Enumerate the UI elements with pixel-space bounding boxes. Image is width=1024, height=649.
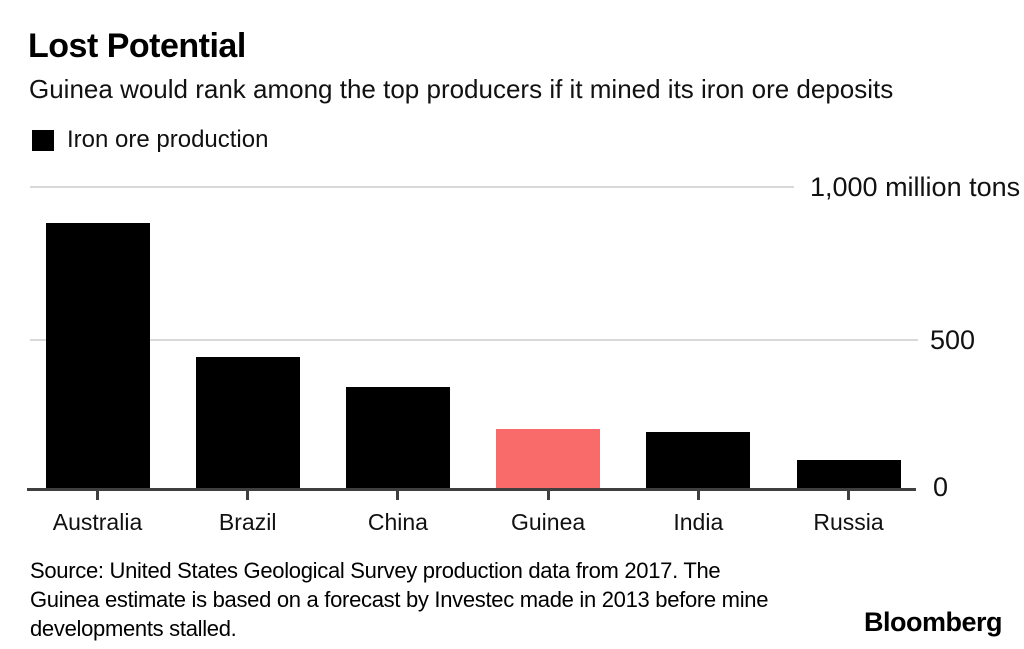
bar-guinea xyxy=(496,429,601,490)
category-label-australia: Australia xyxy=(52,509,143,535)
legend-label: Iron ore production xyxy=(67,126,269,153)
ytick-label-0: 0 xyxy=(933,472,949,502)
legend: Iron ore production xyxy=(32,126,268,154)
bloomberg-logo: Bloomberg xyxy=(863,607,1003,637)
bar-india xyxy=(646,432,751,490)
category-label-russia: Russia xyxy=(813,509,884,535)
ytick-label-500: 500 xyxy=(930,325,976,355)
bar-australia xyxy=(45,223,150,490)
page-title: Lost Potential xyxy=(28,27,246,65)
xtick-guinea xyxy=(546,490,550,500)
xtick-australia xyxy=(96,490,99,500)
source-line: Guinea estimate is based on a forecast b… xyxy=(30,587,769,612)
category-label-china: China xyxy=(367,509,428,535)
bar-china xyxy=(345,387,450,490)
legend-swatch xyxy=(32,129,54,151)
xtick-brazil xyxy=(246,490,250,500)
plot-area: Australia Brazil China Guinea India Russia xyxy=(30,187,916,535)
chart-subtitle: Guinea would rank among the top producer… xyxy=(29,74,894,104)
x-axis-line xyxy=(27,488,916,491)
bar-russia xyxy=(796,460,901,490)
category-label-brazil: Brazil xyxy=(218,509,277,535)
xtick-india xyxy=(696,490,700,500)
category-label-guinea: Guinea xyxy=(511,509,586,535)
gridline-500 xyxy=(30,339,918,341)
source-line: developments stalled. xyxy=(30,616,237,641)
bar-brazil xyxy=(195,357,300,490)
gridline-1000 xyxy=(30,186,794,188)
source-line: Source: United States Geological Survey … xyxy=(30,558,721,583)
xtick-russia xyxy=(847,490,850,500)
xtick-china xyxy=(396,490,400,500)
source-note: Source: United States Geological Survey … xyxy=(30,556,768,643)
ytick-label-1000: 1,000 million tons xyxy=(810,172,1021,202)
category-label-india: India xyxy=(673,509,724,535)
